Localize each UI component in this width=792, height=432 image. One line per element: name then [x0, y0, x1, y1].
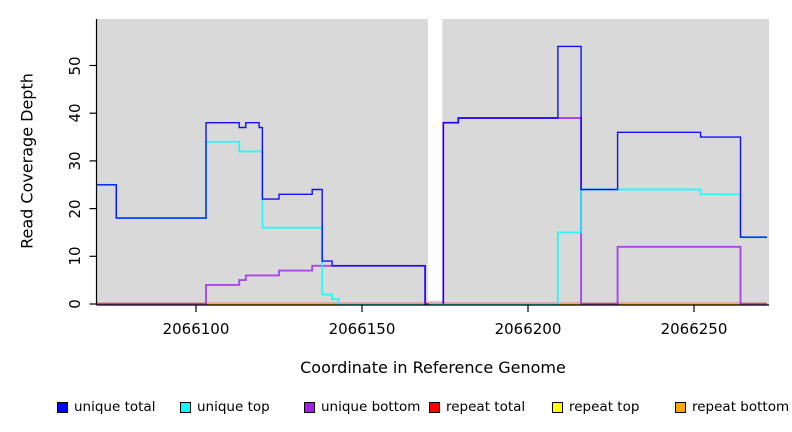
legend-label: repeat total — [446, 399, 526, 415]
legend-swatch-unique-top — [180, 402, 191, 413]
no-data-gap-band — [427, 18, 443, 301]
legend-label: repeat bottom — [692, 399, 790, 415]
legend-label: repeat top — [569, 399, 640, 415]
x-tick-label: 2066150 — [328, 320, 396, 338]
series-group — [96, 45, 767, 305]
legend-label: unique bottom — [321, 399, 421, 415]
series-line-unique-total — [442, 45, 767, 304]
legend-label: unique top — [197, 399, 270, 415]
legend-swatch-repeat-top — [552, 402, 563, 413]
x-tick-label: 2066100 — [162, 320, 230, 338]
legend-label: unique total — [74, 399, 156, 415]
x-axis-title: Coordinate in Reference Genome — [300, 358, 566, 377]
legend-swatch-unique-bottom — [304, 402, 315, 413]
legend-swatch-unique-total — [57, 402, 68, 413]
x-tick-label: 2066250 — [660, 320, 728, 338]
x-tick-label: 2066200 — [494, 320, 562, 338]
series-line-unique-total — [96, 122, 429, 305]
legend-swatch-repeat-bottom — [675, 402, 686, 413]
legend: unique total unique top unique bottom repea… — [0, 398, 792, 420]
legend-swatch-repeat-total — [429, 402, 440, 413]
